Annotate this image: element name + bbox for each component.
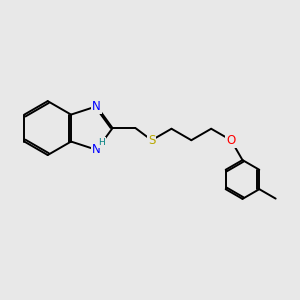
Text: S: S [148, 134, 155, 147]
Text: H: H [98, 138, 105, 147]
Text: N: N [92, 143, 101, 156]
Text: N: N [92, 100, 101, 113]
Text: O: O [226, 134, 236, 147]
